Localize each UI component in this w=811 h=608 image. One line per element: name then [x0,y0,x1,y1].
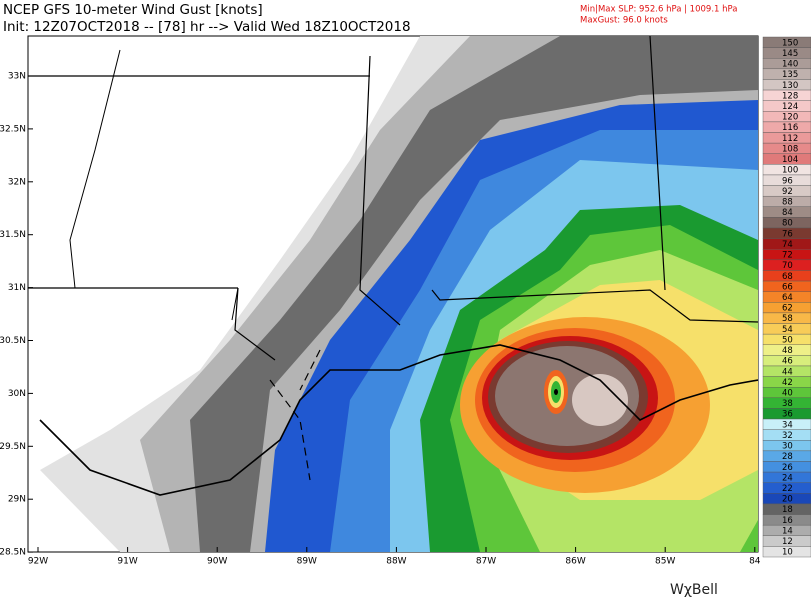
max-gust-info: MaxGust: 96.0 knots [580,16,668,26]
legend-label: 22 [782,484,793,494]
legend-label: 32 [782,431,793,441]
boundaries [28,36,758,496]
eye-center [554,389,558,395]
legend-label: 76 [782,229,793,239]
legend-label: 135 [782,70,798,80]
legend-label: 48 [782,346,793,356]
lon-label: 89W [297,557,317,567]
legend-label: 96 [782,176,793,186]
legend-label: 116 [782,123,798,133]
lat-label: 28.5N [0,548,26,558]
legend-label: 28 [782,452,793,462]
lon-label: 86W [565,557,585,567]
legend-label: 16 [782,516,793,526]
logo: WχBell [670,582,718,598]
legend-label: 92 [782,187,793,197]
map-area [27,35,759,553]
lon-label: 92W [28,557,48,567]
lon-label: 91W [117,557,137,567]
legend-label: 124 [782,102,798,112]
legend-label: 64 [782,293,793,303]
lon-label: 88W [386,557,406,567]
legend-label: 108 [782,144,798,154]
title: NCEP GFS 10-meter Wind Gust [knots] [3,2,263,18]
band [190,36,758,552]
lon-label: 87W [476,557,496,567]
lon-label: 84 [749,557,761,567]
legend-label: 62 [782,304,793,314]
legend-label: 40 [782,389,793,399]
lon-label: 90W [207,557,227,567]
legend-label: 128 [782,91,798,101]
lat-label: 31.5N [0,230,26,240]
legend-label: 120 [782,113,798,123]
legend-label: 10 [782,548,793,558]
slp-info: Min|Max SLP: 952.6 hPa | 1009.1 hPa [580,5,737,15]
legend-label: 74 [782,240,793,250]
legend-label: 14 [782,526,793,536]
legend-label: 36 [782,410,793,420]
legend-label: 130 [782,81,798,91]
legend-label: 104 [782,155,798,165]
lat-label: 30.5N [0,336,26,346]
legend-label: 34 [782,420,793,430]
contours [40,36,758,552]
legend-label: 18 [782,505,793,515]
legend-label: 140 [782,60,798,70]
legend-label: 38 [782,399,793,409]
lat-label: 31N [8,283,26,293]
legend-label: 88 [782,197,793,207]
lat-label: 29N [8,495,26,505]
legend-label: 68 [782,272,793,282]
legend-label: 20 [782,495,793,505]
legend-label: 42 [782,378,793,388]
legend-label: 100 [782,166,798,176]
legend-label: 54 [782,325,793,335]
legend-label: 150 [782,38,798,48]
legend-swatch [762,546,811,558]
lat-label: 30N [8,389,26,399]
legend-label: 145 [782,49,798,59]
band [572,374,628,426]
legend-label: 24 [782,473,793,483]
init-line: Init: 12Z07OCT2018 -- [78] hr --> Valid … [3,19,411,35]
legend-label: 112 [782,134,798,144]
legend-label: 58 [782,314,793,324]
legend-label: 70 [782,261,793,271]
legend-label: 30 [782,442,793,452]
legend-label: 50 [782,335,793,345]
lat-label: 33N [8,72,26,82]
lat-label: 32.5N [0,124,26,134]
legend-label: 80 [782,219,793,229]
legend-label: 46 [782,357,793,367]
legend-label: 26 [782,463,793,473]
legend-label: 66 [782,282,793,292]
lon-label: 85W [655,557,675,567]
lat-label: 32N [8,177,26,187]
lat-label: 29.5N [0,442,26,452]
legend-label: 72 [782,251,793,261]
legend-label: 84 [782,208,793,218]
legend-label: 12 [782,537,793,547]
legend-label: 44 [782,367,793,377]
